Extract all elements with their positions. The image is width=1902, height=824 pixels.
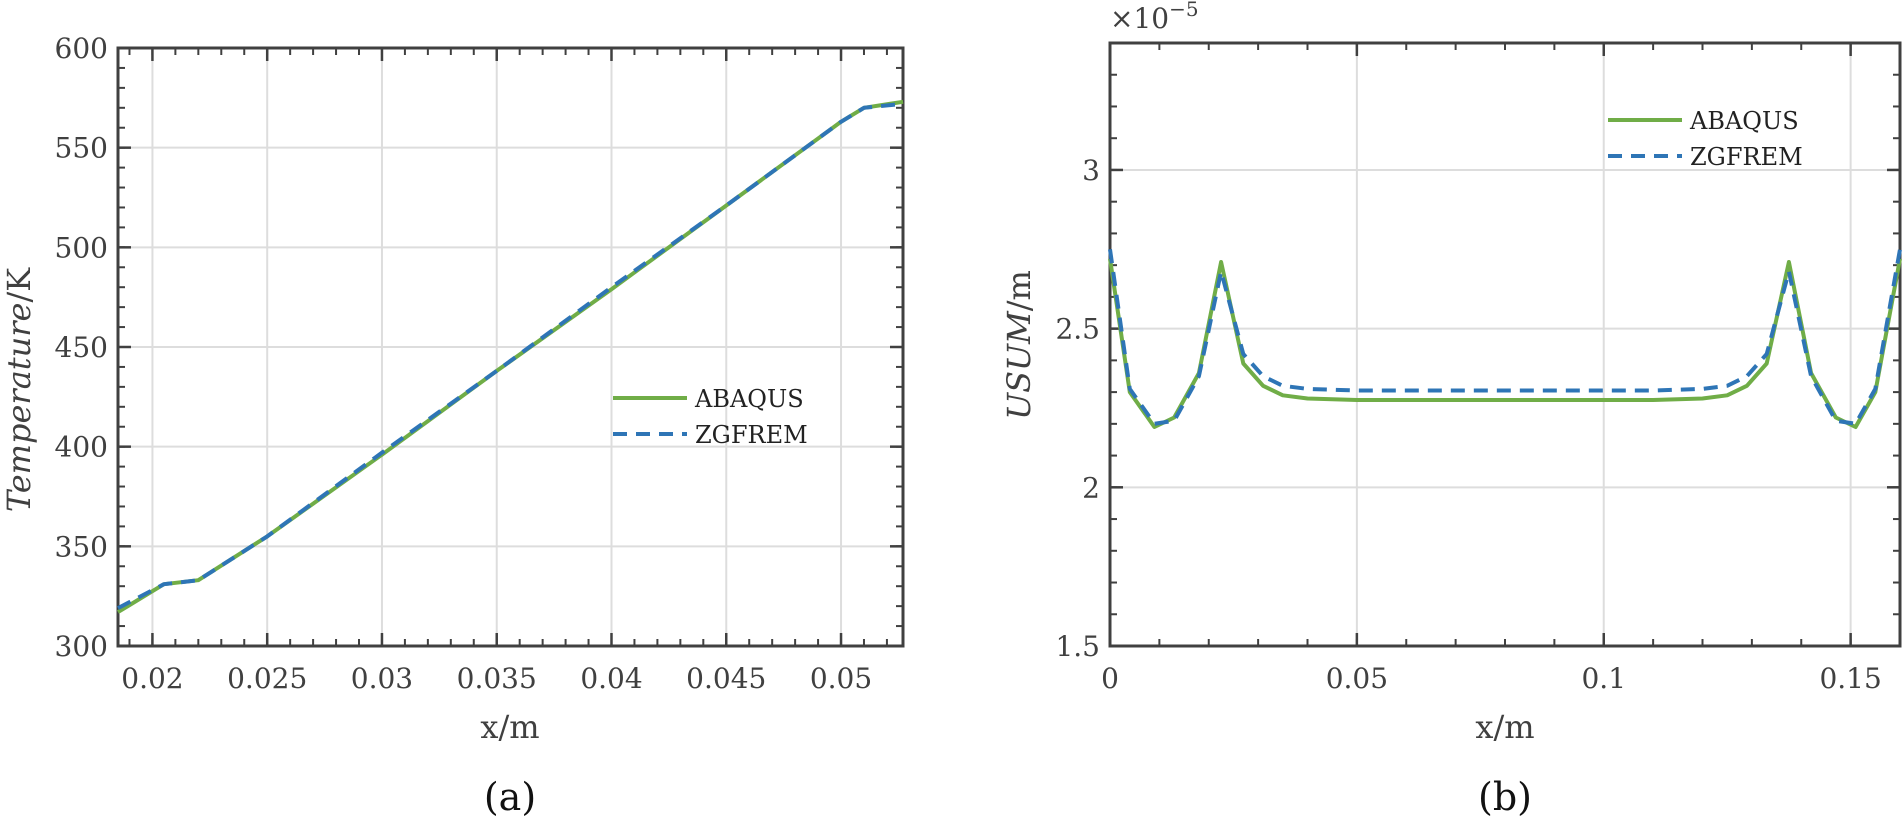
x-tick-label: 0.15 [1819, 662, 1881, 695]
series-line-zgfrem [117, 101, 904, 610]
chart-b: 0 0.05 0.1 0.15 1.5 2 2.5 3 ABAQUS ZGFREM x/m US… [1000, 0, 1902, 819]
caption-b: (b) [1478, 775, 1532, 819]
y-tick-label: 3 [1082, 154, 1100, 187]
y-axis-label-a-name: Temperature [0, 303, 38, 513]
legend-label-abaqus: ABAQUS [1689, 107, 1799, 135]
chart-a: 0.02 0.025 0.03 0.035 0.04 0.045 0.05 300 350 400… [0, 32, 905, 819]
legend-label-zgfrem: ZGFREM [1690, 143, 1803, 171]
x-tick-label: 0.03 [351, 662, 413, 695]
y-axis-label-b-unit: /m [1000, 270, 1038, 311]
series-a [116, 99, 904, 614]
y-tick-label: 300 [55, 630, 108, 663]
x-tick-label: 0 [1101, 662, 1119, 695]
ticks-a: 0.02 0.025 0.03 0.035 0.04 0.045 0.05 300 350 400… [55, 32, 903, 695]
x-tick-label: 0.025 [227, 662, 307, 695]
series-b [1108, 248, 1902, 429]
ticks-b: 0 0.05 0.1 0.15 1.5 2 2.5 3 [1055, 42, 1901, 695]
legend-label-abaqus: ABAQUS [694, 385, 804, 413]
legend-a: ABAQUS ZGFREM [613, 385, 808, 449]
x-tick-label: 0.02 [121, 662, 183, 695]
series-line-zgfrem [1108, 248, 1902, 426]
caption-a: (a) [484, 775, 536, 819]
x-tick-label: 0.04 [580, 662, 642, 695]
exponent-power: −5 [1169, 0, 1198, 21]
exponent-label-b: ×10−5 [1110, 0, 1199, 35]
x-tick-label: 0.035 [457, 662, 537, 695]
y-tick-label: 600 [55, 32, 108, 65]
y-tick-label: 2 [1082, 471, 1100, 504]
y-axis-label-b-name: USUM [1000, 310, 1038, 420]
x-axis-label-b: x/m [1475, 708, 1534, 746]
y-tick-label: 550 [55, 132, 108, 165]
y-tick-label: 450 [55, 331, 108, 364]
y-tick-label: 1.5 [1055, 630, 1100, 663]
y-tick-label: 350 [55, 530, 108, 563]
y-axis-label-a-unit: /K [0, 267, 38, 303]
x-tick-label: 0.045 [686, 662, 766, 695]
series-line-abaqus [1108, 258, 1902, 429]
series-line-abaqus [116, 99, 904, 614]
x-tick-label: 0.05 [810, 662, 872, 695]
y-axis-label-b: USUM/m [1000, 270, 1038, 420]
x-tick-label: 0.05 [1326, 662, 1388, 695]
y-tick-label: 500 [55, 231, 108, 264]
y-axis-label-a: Temperature/K [0, 267, 38, 512]
y-tick-label: 400 [55, 431, 108, 464]
legend-b: ABAQUS ZGFREM [1608, 107, 1803, 171]
exponent-base: ×10 [1110, 2, 1169, 35]
legend-label-zgfrem: ZGFREM [695, 421, 808, 449]
x-axis-label-a: x/m [480, 708, 539, 746]
x-tick-label: 0.1 [1581, 662, 1626, 695]
y-tick-label: 2.5 [1055, 313, 1100, 346]
